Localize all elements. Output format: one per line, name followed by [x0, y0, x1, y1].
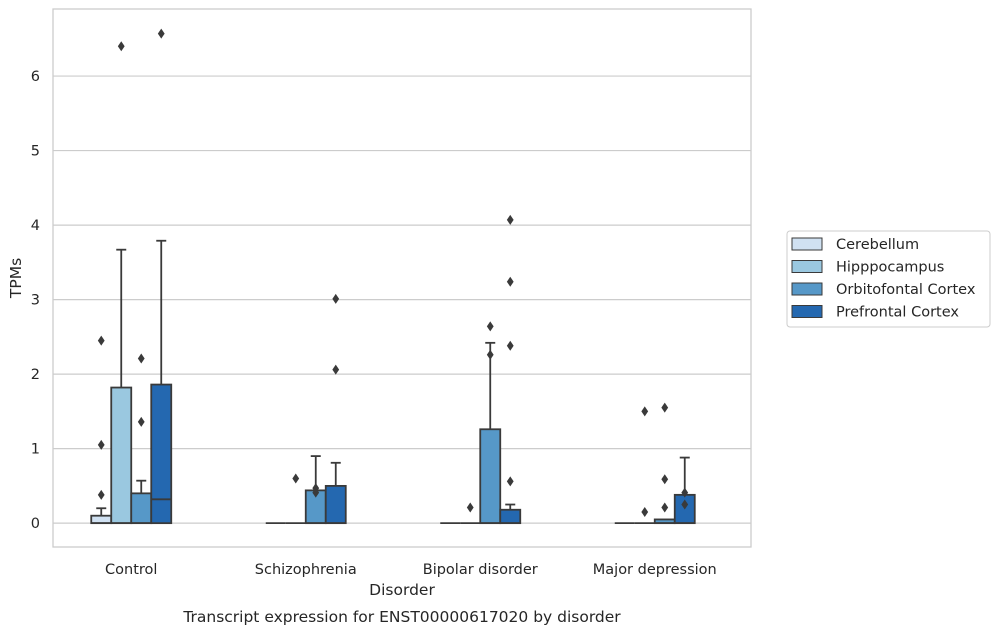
box-orbitofontal-cortex [130, 353, 153, 525]
box-orbitofontal-cortex [653, 402, 676, 525]
outlier-point [97, 439, 105, 450]
outlier-point [466, 502, 474, 513]
box [130, 492, 153, 525]
box-prefrontal-cortex [673, 456, 696, 525]
outlier-point [97, 335, 105, 346]
y-tick-label: 6 [31, 69, 40, 85]
outlier-point [506, 340, 514, 351]
legend-swatch [791, 305, 823, 318]
legend-swatch [791, 260, 823, 273]
box [499, 508, 522, 525]
box [110, 386, 133, 525]
outlier-point [506, 214, 514, 225]
box-cerebellum [90, 335, 113, 525]
outlier-point [641, 406, 649, 417]
legend-swatch [791, 282, 823, 296]
outlier-point [681, 487, 689, 498]
box-hipppocampus [460, 502, 481, 525]
box [324, 484, 347, 525]
y-tick-label: 5 [31, 144, 40, 160]
box-prefrontal-cortex [324, 293, 347, 525]
outlier-point [137, 416, 145, 427]
chart-caption: Transcript expression for ENST0000061702… [182, 608, 621, 626]
outlier-point [661, 402, 669, 413]
box [479, 428, 502, 525]
box-hipppocampus [285, 473, 306, 525]
legend-frame [786, 230, 991, 328]
y-tick-label: 2 [31, 367, 40, 383]
x-tick-label: Schizophrenia [255, 562, 357, 578]
box [90, 514, 113, 525]
outlier-point [641, 506, 649, 517]
y-tick-label: 4 [31, 218, 40, 234]
box-plots [90, 28, 696, 525]
outlier-point [506, 476, 514, 487]
legend: Cerebellum Hipppocampus Orbitofontal Corte… [786, 230, 991, 328]
x-tick-labels: Control Schizophrenia Bipolar disorder Majo… [105, 562, 717, 578]
y-tick-label: 0 [31, 516, 40, 532]
box-orbitofontal-cortex [304, 455, 327, 525]
legend-swatch [791, 237, 823, 251]
outlier-point [97, 489, 105, 500]
outlier-point [506, 276, 514, 287]
outlier-point [312, 483, 320, 494]
x-tick-label: Major depression [593, 562, 717, 578]
outlier-point [117, 41, 125, 52]
outlier-point [681, 499, 689, 510]
outlier-point [332, 364, 340, 375]
outlier-point [486, 349, 494, 360]
x-axis-label: Disorder [369, 581, 435, 599]
outlier-point [157, 28, 165, 39]
legend-label: Hipppocampus [836, 260, 944, 276]
outlier-point [292, 473, 300, 484]
outlier-point [332, 293, 340, 304]
box-orbitofontal-cortex [479, 321, 502, 525]
box-prefrontal-cortex [150, 28, 173, 525]
y-tick-labels: 0 1 2 3 4 5 6 [31, 69, 40, 532]
x-tick-label: Bipolar disorder [423, 562, 538, 578]
y-axis-label: TPMs [7, 258, 25, 299]
x-tick-label: Control [105, 562, 157, 578]
box-hipppocampus [110, 41, 133, 525]
outlier-point [661, 474, 669, 485]
y-tick-label: 3 [31, 293, 40, 309]
box-prefrontal-cortex [499, 214, 522, 525]
legend-label: Orbitofontal Cortex [836, 282, 976, 298]
outlier-point [486, 321, 494, 332]
outlier-point [137, 353, 145, 364]
box-hipppocampus [634, 406, 655, 525]
plot-frame [52, 8, 752, 548]
y-tick-label: 1 [31, 442, 40, 458]
box [150, 383, 173, 525]
legend-label: Prefrontal Cortex [836, 305, 959, 321]
outlier-point [661, 502, 669, 513]
legend-label: Cerebellum [836, 237, 919, 253]
